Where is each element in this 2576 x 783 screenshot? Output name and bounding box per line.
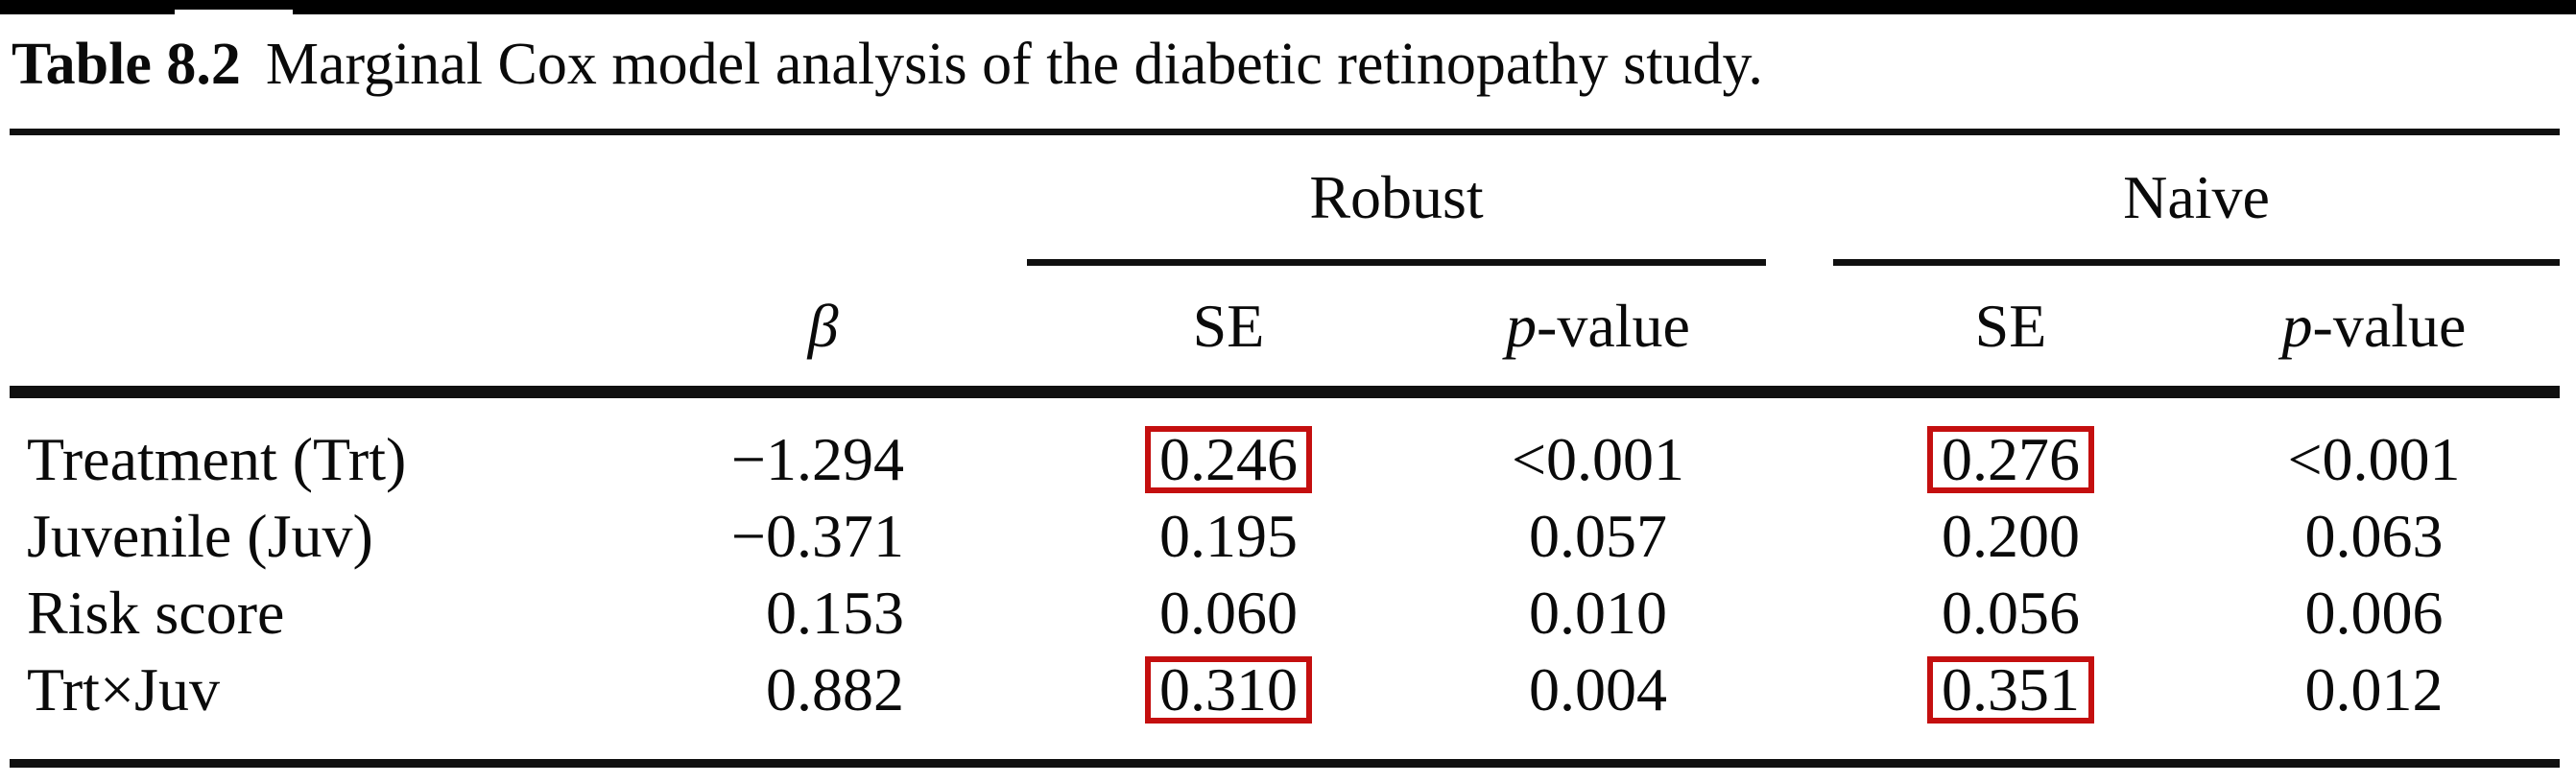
naive-se-value: 0.351 <box>1833 652 2188 759</box>
spacer-cell <box>931 266 1027 398</box>
beta-value: 0.882 <box>766 655 904 724</box>
highlight-box: 0.310 <box>1145 656 1312 724</box>
naive-p-value: 0.006 <box>2304 579 2444 648</box>
beta-value: 0.153 <box>766 579 904 648</box>
robust-se-value: 0.060 <box>1159 579 1298 648</box>
top-edge-bar <box>0 0 2576 14</box>
spacer-cell <box>1766 266 1833 398</box>
naive-p-value: 0.012 <box>2304 655 2444 724</box>
results-table: Robust Naive β SE p-value SE p-value Tre… <box>10 129 2560 768</box>
spacer-cell <box>931 652 1027 759</box>
p-value-header-naive: p-value <box>2188 266 2560 398</box>
naive-se-value: 0.056 <box>1942 579 2080 648</box>
spacer-cell <box>1766 652 1833 759</box>
spacer-cell <box>931 498 1027 575</box>
spacer-cell <box>10 135 662 266</box>
spacer-cell <box>662 135 931 266</box>
highlight-box: 0.351 <box>1927 656 2094 724</box>
table-row-treatment: Treatment (Trt) −1.294 0.246 <0.001 0.27… <box>10 398 2560 498</box>
table-caption-text: Marginal Cox model analysis of the diabe… <box>265 32 1763 97</box>
col-group-naive: Naive <box>1833 135 2560 266</box>
p-italic: p <box>1506 291 1538 360</box>
table-caption: Table 8.2 Marginal Cox model analysis of … <box>12 27 2507 102</box>
beta-value: −0.371 <box>730 502 904 571</box>
robust-p-value: 0.057 <box>1529 502 1667 571</box>
row-label: Treatment (Trt) <box>27 425 407 494</box>
robust-p-value: <0.001 <box>1511 425 1685 494</box>
naive-p-value: <0.001 <box>2287 425 2461 494</box>
row-label: Juvenile (Juv) <box>27 502 373 571</box>
robust-se-text: 0.310 <box>1159 655 1298 724</box>
robust-p-value: 0.004 <box>1529 655 1667 724</box>
se-header-robust: SE <box>1027 266 1430 398</box>
spacer-cell <box>1766 398 1833 498</box>
group-header-row: Robust Naive <box>10 135 2560 266</box>
row-label: Trt×Juv <box>27 655 220 724</box>
spacer-cell <box>1766 498 1833 575</box>
highlight-box: 0.246 <box>1145 426 1312 493</box>
robust-se-value: 0.310 <box>1027 652 1430 759</box>
spacer-cell <box>1766 135 1833 266</box>
table-row-trt-x-juv: Trt×Juv 0.882 0.310 0.004 0.351 0.012 <box>10 652 2560 759</box>
top-bar-notch <box>175 10 293 14</box>
se-header-naive: SE <box>1833 266 2188 398</box>
naive-p-value: 0.063 <box>2304 502 2444 571</box>
naive-se-value: 0.200 <box>1942 502 2080 571</box>
highlight-box: 0.276 <box>1927 426 2094 493</box>
beta-value: −1.294 <box>730 425 904 494</box>
p-value-header-robust: p-value <box>1430 266 1766 398</box>
col-group-robust: Robust <box>1027 135 1766 266</box>
beta-header: β <box>662 266 931 398</box>
spacer-cell <box>931 575 1027 652</box>
spacer-cell <box>931 398 1027 498</box>
table-row-risk-score: Risk score 0.153 0.060 0.010 0.056 0.006 <box>10 575 2560 652</box>
spacer-cell <box>931 135 1027 266</box>
naive-se-text: 0.351 <box>1942 655 2080 724</box>
robust-se-value: 0.246 <box>1027 398 1430 498</box>
naive-se-text: 0.276 <box>1942 425 2080 493</box>
p-italic: p <box>2281 291 2313 360</box>
spacer-cell <box>1766 575 1833 652</box>
column-header-row: β SE p-value SE p-value <box>10 266 2560 398</box>
robust-se-text: 0.246 <box>1159 425 1298 493</box>
spacer-cell <box>10 266 662 398</box>
p-suffix: -value <box>1537 291 1690 360</box>
row-label: Risk score <box>27 579 285 648</box>
naive-se-value: 0.276 <box>1833 398 2188 498</box>
robust-se-value: 0.195 <box>1159 502 1298 571</box>
table-caption-number: Table 8.2 <box>12 32 241 97</box>
robust-p-value: 0.010 <box>1529 579 1667 648</box>
p-suffix: -value <box>2312 291 2467 360</box>
table-row-juvenile: Juvenile (Juv) −0.371 0.195 0.057 0.200 … <box>10 498 2560 575</box>
